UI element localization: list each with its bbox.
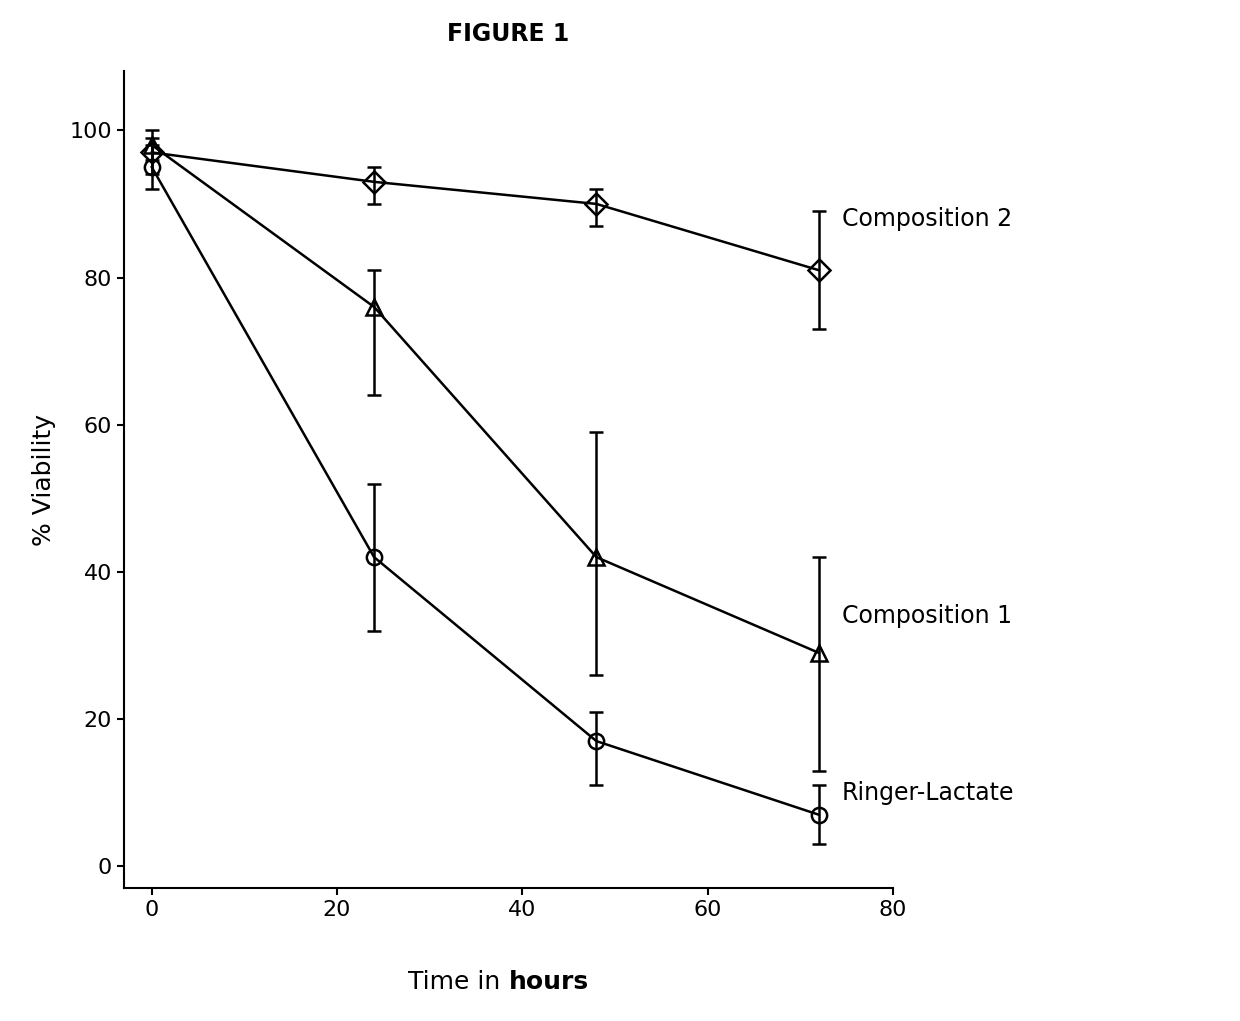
Text: hours: hours (508, 970, 589, 994)
Title: FIGURE 1: FIGURE 1 (448, 21, 569, 46)
Text: Time in: Time in (408, 970, 508, 994)
Text: Ringer-Lactate: Ringer-Lactate (842, 781, 1014, 805)
Y-axis label: % Viability: % Viability (32, 414, 56, 546)
Text: Composition 2: Composition 2 (842, 206, 1012, 231)
Text: Composition 1: Composition 1 (842, 604, 1012, 628)
